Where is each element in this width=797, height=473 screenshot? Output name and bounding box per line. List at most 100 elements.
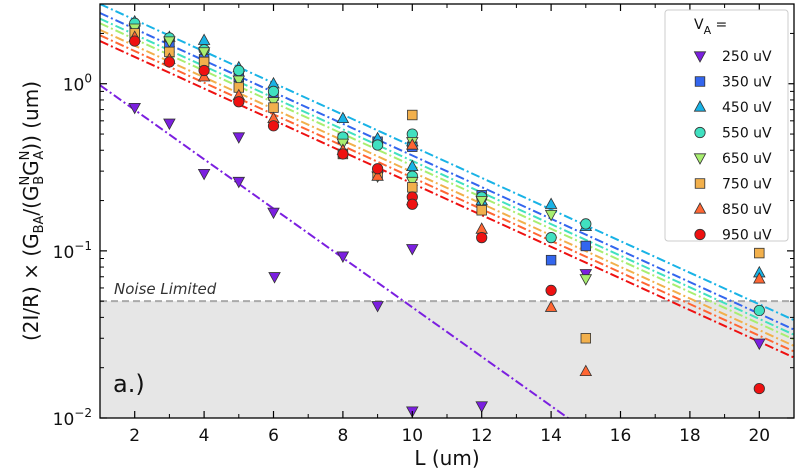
legend: VA = 250 uV 350 uV 450 uV 550 uV 650 uV 750 u… [664,9,789,244]
data-point-3 [371,139,384,151]
data-point-5 [580,333,592,344]
data-point-6 [371,169,384,181]
axes: 2 4 6 8 10 12 14 16 18 20 10−2 10−1 100 [53,3,795,446]
data-point-3 [267,85,280,97]
legend-item: 950 uV [694,228,772,244]
legend-label: 550 uV [722,126,772,142]
data-point-0 [371,301,384,313]
legend-label: 650 uV [722,151,772,167]
fit-line-1 [100,12,794,331]
fit-lines [100,4,794,418]
data-point-0 [163,118,176,131]
y-tick-label: 10−1 [53,239,92,263]
data-point-0 [268,272,281,284]
fit-line-7 [100,40,794,359]
data-point-7 [753,382,765,395]
legend-label: 850 uV [722,202,772,218]
legend-item: 550 uV [694,126,772,142]
data-point-4 [579,274,593,286]
data-point-7 [337,148,349,160]
legend-label: 350 uV [722,75,772,91]
data-point-5 [268,102,279,113]
data-point-0 [336,251,350,263]
legend-label: 250 uV [722,49,772,65]
data-point-4 [197,47,211,59]
data-point-5 [407,109,418,121]
legend-marker-7 [694,228,706,241]
data-point-1 [545,254,557,266]
fit-line-0 [100,84,570,418]
legend-label: 450 uV [722,100,772,116]
data-point-0 [267,207,280,220]
data-point-7 [267,120,280,132]
data-point-2 [336,111,350,124]
x-tick-label: 14 [540,426,562,446]
y-tick-label: 100 [63,72,92,96]
data-points [128,14,766,418]
legend-item: 450 uV [693,100,772,116]
legend-marker-2 [693,100,707,112]
legend-item: 250 uV [693,49,772,65]
data-point-6 [544,300,558,312]
x-tick-label: 12 [471,426,493,446]
data-point-6 [753,272,766,284]
noise-limited-label: Noise Limited [114,280,217,298]
y-axis-title: (2I/R) × (GBA/(GNBGNA)) (um) [18,81,47,341]
legend-item: 650 uV [693,151,772,167]
data-point-6 [406,138,419,150]
legend-item: 350 uV [694,75,772,91]
legend-marker-6 [693,202,707,214]
x-tick-label: 2 [129,426,140,446]
x-tick-label: 18 [679,426,701,446]
legend-label: 950 uV [722,228,772,244]
legend-item: 750 uV [694,177,772,193]
data-point-5 [407,182,418,193]
noise-fill [100,301,794,418]
data-point-0 [475,401,488,413]
data-point-7 [198,64,210,77]
data-point-5 [476,205,487,216]
legend-item: 850 uV [693,202,772,218]
data-point-4 [163,36,176,48]
data-point-7 [371,163,384,175]
data-point-0 [232,132,246,144]
data-point-0 [232,176,246,189]
legend-title: VA = [694,17,727,37]
x-tick-label: 8 [337,426,348,446]
data-point-4 [544,209,558,222]
legend-marker-3 [694,126,706,139]
data-point-3 [545,232,557,244]
noise-region [100,300,794,418]
data-point-4 [475,195,488,208]
fit-line-2 [100,4,794,322]
data-point-7 [129,35,141,47]
data-point-7 [233,96,245,108]
legend-marker-5 [694,178,706,189]
data-point-0 [128,102,141,115]
data-point-0 [406,244,419,256]
legend-marker-0 [693,51,707,63]
fit-line-6 [100,34,794,353]
data-point-4 [232,75,246,88]
data-point-3 [580,218,592,230]
data-point-1 [580,240,592,252]
panel-label: a.) [113,370,145,398]
data-point-2 [544,197,558,209]
fit-line-3 [100,17,794,336]
x-tick-label: 10 [401,426,423,446]
x-axis-title: L (um) [414,446,479,470]
data-point-0 [197,168,211,181]
x-tick-label: 4 [199,426,210,446]
y-tick-label: 10−2 [53,406,92,430]
legend-marker-4 [693,153,707,165]
data-point-3 [233,64,245,77]
data-point-3 [753,304,765,317]
x-tick-label: 20 [748,426,770,446]
data-point-5 [754,247,765,259]
data-point-7 [163,56,175,68]
x-tick-label: 16 [610,426,632,446]
data-point-0 [753,338,766,351]
fit-line-4 [100,22,794,341]
fit-line-5 [100,28,794,347]
